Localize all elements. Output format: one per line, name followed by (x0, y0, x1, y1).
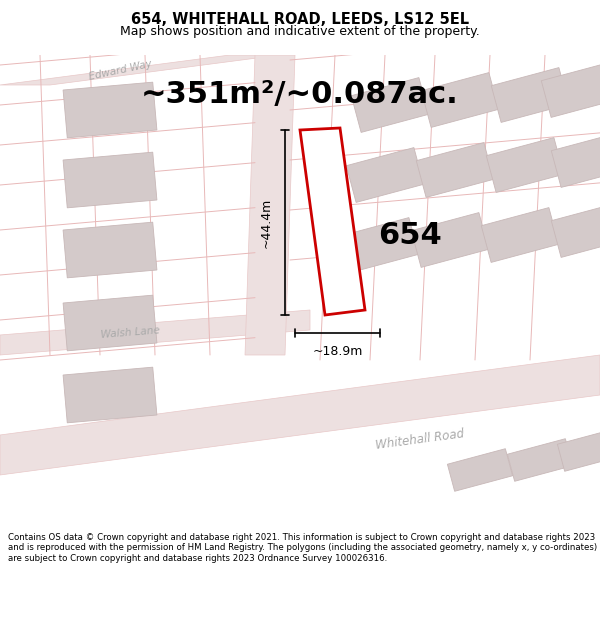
Polygon shape (341, 217, 419, 272)
Polygon shape (346, 148, 424, 202)
Polygon shape (416, 142, 494, 198)
Polygon shape (551, 132, 600, 188)
Polygon shape (351, 78, 429, 132)
Polygon shape (481, 208, 559, 262)
Polygon shape (63, 222, 157, 278)
Polygon shape (541, 62, 600, 118)
Text: Whitehall Road: Whitehall Road (375, 428, 465, 452)
Polygon shape (0, 310, 310, 355)
Polygon shape (491, 68, 569, 122)
Polygon shape (411, 213, 489, 268)
Text: ~351m²/~0.087ac.: ~351m²/~0.087ac. (141, 81, 459, 109)
Text: Map shows position and indicative extent of the property.: Map shows position and indicative extent… (120, 26, 480, 39)
Polygon shape (0, 55, 280, 85)
Polygon shape (508, 439, 572, 481)
Polygon shape (245, 55, 295, 355)
Text: Contains OS data © Crown copyright and database right 2021. This information is : Contains OS data © Crown copyright and d… (8, 533, 597, 562)
Text: Walsh Lane: Walsh Lane (100, 326, 160, 340)
Polygon shape (557, 429, 600, 471)
Polygon shape (63, 295, 157, 351)
Text: ~18.9m: ~18.9m (313, 345, 362, 358)
Text: ~44.4m: ~44.4m (260, 198, 273, 248)
Text: 654, WHITEHALL ROAD, LEEDS, LS12 5EL: 654, WHITEHALL ROAD, LEEDS, LS12 5EL (131, 12, 469, 27)
Polygon shape (63, 367, 157, 423)
Text: Edward Way: Edward Way (88, 58, 152, 82)
Polygon shape (448, 449, 512, 491)
Polygon shape (63, 152, 157, 208)
Text: 654: 654 (378, 221, 442, 249)
Polygon shape (551, 202, 600, 258)
Polygon shape (486, 138, 564, 192)
Polygon shape (300, 128, 365, 315)
Polygon shape (421, 72, 499, 127)
Polygon shape (0, 355, 600, 475)
Polygon shape (63, 82, 157, 138)
